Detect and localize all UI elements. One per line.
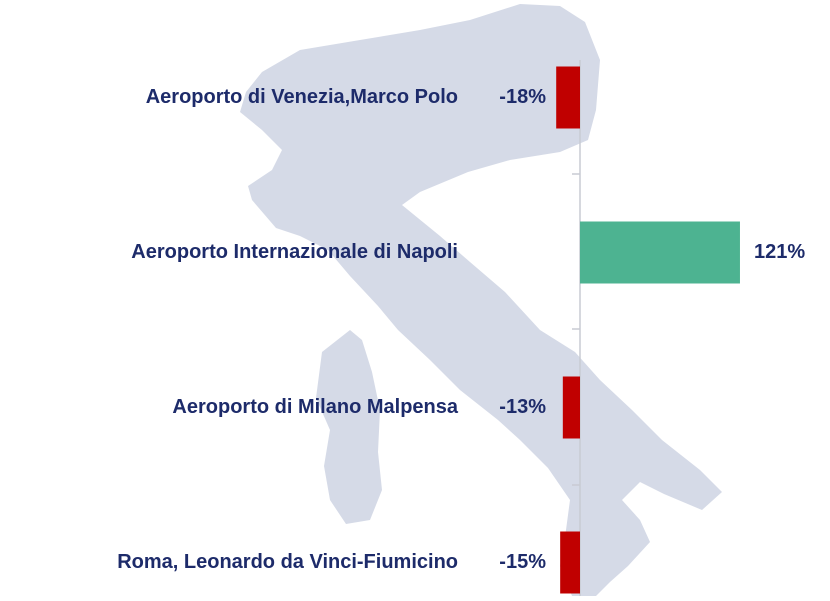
map-background <box>240 4 722 596</box>
category-label: Roma, Leonardo da Vinci-Fiumicino <box>117 551 458 573</box>
value-label: -13% <box>499 396 546 418</box>
italy-mainland <box>240 4 722 596</box>
value-label: 121% <box>754 241 805 263</box>
value-label: -15% <box>499 551 546 573</box>
bar <box>580 221 740 284</box>
bar <box>562 376 580 439</box>
bar <box>560 531 580 594</box>
value-label: -18% <box>499 86 546 108</box>
sardinia <box>316 330 382 524</box>
category-label: Aeroporto di Venezia,Marco Polo <box>146 86 458 108</box>
bar <box>556 66 580 129</box>
category-label: Aeroporto di Milano Malpensa <box>172 396 458 418</box>
category-label: Aeroporto Internazionale di Napoli <box>131 241 458 263</box>
